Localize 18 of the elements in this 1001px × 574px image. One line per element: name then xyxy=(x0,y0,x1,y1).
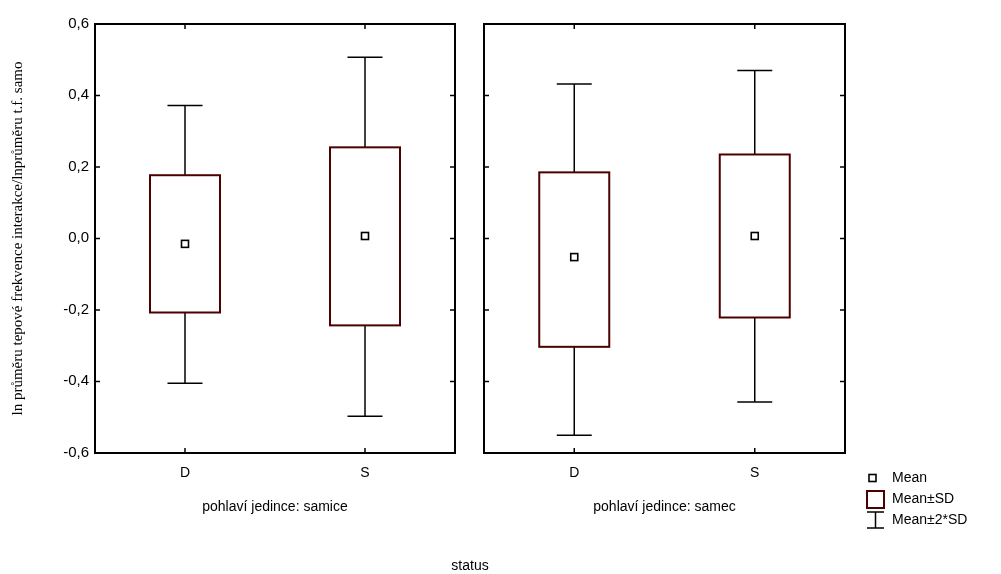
text: Mean±2*SD xyxy=(892,510,968,527)
x-tick-label: S xyxy=(750,464,760,480)
y-axis-title: ln průměru tepové frekvence interakce/lnprůměru t.f. samo xyxy=(9,61,25,416)
y-tick-label: -0,2 xyxy=(63,299,89,317)
y-tick-label: 0,0 xyxy=(68,228,89,246)
y-tick-label: 0,4 xyxy=(68,85,89,103)
text: pohlaví jedince: samec xyxy=(593,498,736,514)
x-tick-label: D xyxy=(179,464,191,480)
text: Mean±SD xyxy=(892,489,955,506)
text: Mean xyxy=(892,468,928,485)
y-tick-label: -0,4 xyxy=(63,371,89,389)
y-tick-label: -0,6 xyxy=(63,442,89,460)
x-axis-title: status xyxy=(451,557,489,573)
text: pohlaví jedince: samice xyxy=(202,498,348,514)
y-tick-label: 0,2 xyxy=(68,156,89,174)
x-tick-label: S xyxy=(360,464,370,480)
y-tick-label: 0,6 xyxy=(68,13,89,31)
x-tick-label: D xyxy=(569,464,580,480)
